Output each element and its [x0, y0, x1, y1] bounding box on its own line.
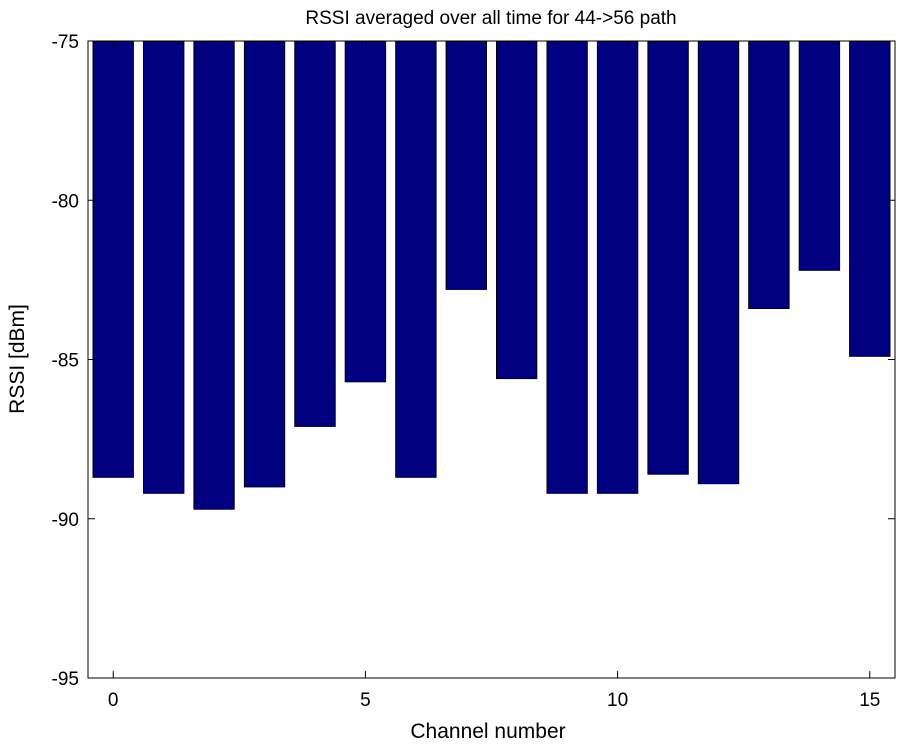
bar-channel-14 — [798, 40, 841, 271]
y-tick-label--85: -85 — [52, 351, 79, 372]
x-tick-label-5: 5 — [360, 690, 371, 711]
bars-group — [92, 40, 891, 510]
bar-channel-1 — [143, 40, 185, 494]
bar-channel-9 — [546, 40, 588, 494]
y-ticks-group: -75 -80 -85 -90 -95 — [52, 32, 895, 690]
x-tick-label-0: 0 — [108, 690, 119, 711]
chart-title: RSSI averaged over all time for 44->56 p… — [305, 8, 676, 29]
bar-channel-0 — [92, 40, 134, 478]
bar-channel-5 — [344, 40, 387, 383]
bar-channel-4 — [294, 40, 336, 427]
bar-channel-2 — [193, 40, 235, 510]
bar-channel-3 — [243, 40, 286, 488]
y-tick-label--80: -80 — [52, 191, 79, 212]
x-axis-label: Channel number — [410, 720, 565, 743]
bar-channel-6 — [395, 40, 437, 478]
y-tick-label--75: -75 — [52, 32, 79, 53]
x-tick-label-10: 10 — [607, 690, 628, 711]
y-tick-label--90: -90 — [52, 510, 79, 531]
bar-channel-10 — [596, 40, 639, 494]
x-tick-label-15: 15 — [859, 690, 880, 711]
bar-channel-12 — [697, 40, 740, 485]
bar-channel-11 — [647, 40, 689, 475]
y-axis-label: RSSI [dBm] — [6, 304, 29, 414]
bar-channel-7 — [445, 40, 488, 290]
bar-channel-13 — [748, 40, 790, 309]
bar-channel-15 — [849, 40, 891, 357]
bar-channel-8 — [496, 40, 538, 380]
y-tick-label--95: -95 — [52, 669, 79, 690]
x-ticks-group: 0 5 10 15 — [108, 41, 880, 711]
